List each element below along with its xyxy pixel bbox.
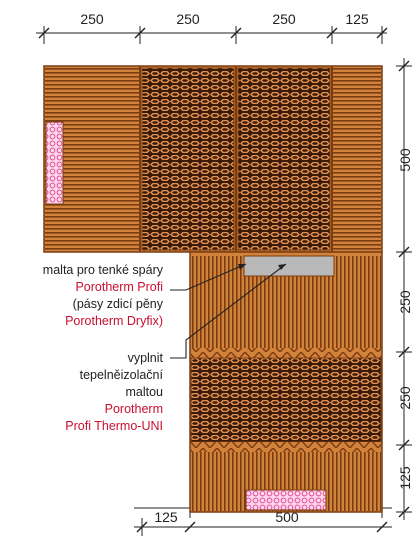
dim-bottom-1: 125 bbox=[154, 509, 178, 525]
zigzag-joint-2 bbox=[191, 442, 381, 452]
horizontal-wall bbox=[43, 65, 383, 253]
dim-right-3: 250 bbox=[397, 386, 413, 410]
leader-lines bbox=[170, 263, 287, 359]
insulation-bottom bbox=[245, 489, 327, 511]
dim-top-4: 125 bbox=[345, 11, 369, 27]
zigzag-joint-1 bbox=[191, 348, 381, 358]
callout-fill-line-2: tepelněizolační bbox=[80, 368, 164, 382]
callout-joint-line-1: malta pro tenké spáry bbox=[43, 263, 164, 277]
brick-block-3 bbox=[190, 357, 382, 443]
half-block-right bbox=[333, 67, 381, 251]
dim-right-2: 250 bbox=[397, 290, 413, 314]
thin-joint-mortar bbox=[243, 255, 335, 277]
callout-joint: malta pro tenké spáry Porotherm Profi (p… bbox=[43, 263, 164, 328]
callout-fill: vyplnit tepelněizolační maltou Porotherm… bbox=[65, 351, 163, 433]
callout-fill-line-1: vyplnit bbox=[128, 351, 164, 365]
callout-fill-line-5: Profi Thermo-UNI bbox=[65, 419, 163, 433]
callout-joint-line-3: (pásy zdicí pěny bbox=[73, 297, 164, 311]
insulation-left bbox=[45, 121, 64, 205]
callout-fill-line-4: Porotherm bbox=[105, 402, 163, 416]
dim-right-4: 125 bbox=[397, 466, 413, 490]
dimension-top: 250 250 250 125 bbox=[36, 11, 388, 44]
brick-block-1 bbox=[141, 67, 235, 251]
dimension-right: 500 250 250 125 bbox=[396, 58, 413, 520]
dim-right-1: 500 bbox=[397, 148, 413, 172]
callout-joint-line-4: Porotherm Dryfix) bbox=[65, 314, 163, 328]
callout-fill-line-3: maltou bbox=[125, 385, 163, 399]
dim-top-3: 250 bbox=[272, 11, 296, 27]
vertical-wall bbox=[189, 251, 383, 513]
dim-top-1: 250 bbox=[80, 11, 104, 27]
callout-joint-line-2: Porotherm Profi bbox=[75, 280, 163, 294]
dim-top-2: 250 bbox=[176, 11, 200, 27]
brick-block-2 bbox=[237, 67, 331, 251]
dim-bottom-2: 500 bbox=[275, 509, 299, 525]
